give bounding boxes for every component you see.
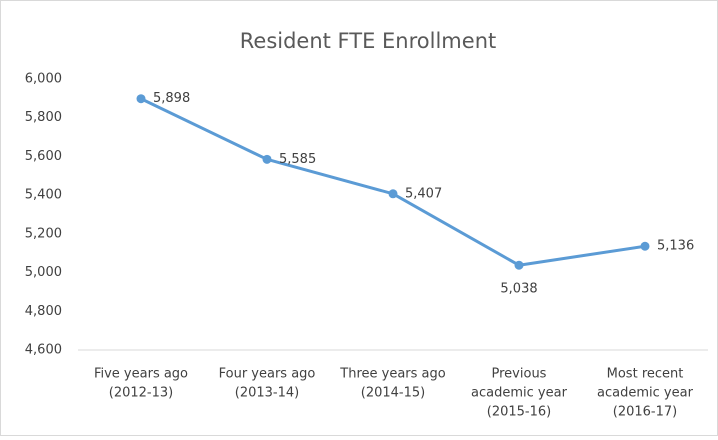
y-tick-label: 5,400 [25, 188, 62, 203]
marker [514, 260, 524, 270]
data-label: 5,585 [279, 152, 316, 167]
y-tick-label: 4,600 [25, 343, 62, 358]
data-label: 5,038 [500, 282, 537, 297]
x-tick-label: (2015-16) [487, 405, 551, 420]
y-tick-label: 4,800 [25, 304, 62, 319]
y-tick-label: 5,600 [25, 149, 62, 164]
x-tick-label: academic year [471, 386, 568, 401]
y-tick-label: 5,000 [25, 265, 62, 280]
marker [640, 241, 650, 251]
x-tick-label: Most recent [607, 367, 684, 382]
data-label: 5,898 [153, 91, 190, 106]
x-tick-label: academic year [597, 386, 694, 401]
y-tick-label: 5,200 [25, 226, 62, 241]
marker [388, 189, 398, 199]
data-label: 5,136 [657, 239, 694, 254]
x-tick-label: Five years ago [94, 367, 188, 382]
chart-title: Resident FTE Enrollment [240, 29, 496, 53]
x-tick-label: (2012-13) [109, 386, 173, 401]
y-tick-label: 5,800 [25, 110, 62, 125]
x-tick-label: (2013-14) [235, 386, 299, 401]
marker [136, 94, 146, 104]
x-tick-label: (2014-15) [361, 386, 425, 401]
x-tick-label: (2016-17) [613, 405, 677, 420]
x-tick-label: Four years ago [219, 367, 316, 382]
x-tick-label: Previous [492, 367, 547, 382]
x-tick-label: Three years ago [339, 367, 445, 382]
data-label: 5,407 [405, 186, 442, 201]
marker [262, 154, 272, 164]
y-tick-label: 6,000 [25, 72, 62, 87]
